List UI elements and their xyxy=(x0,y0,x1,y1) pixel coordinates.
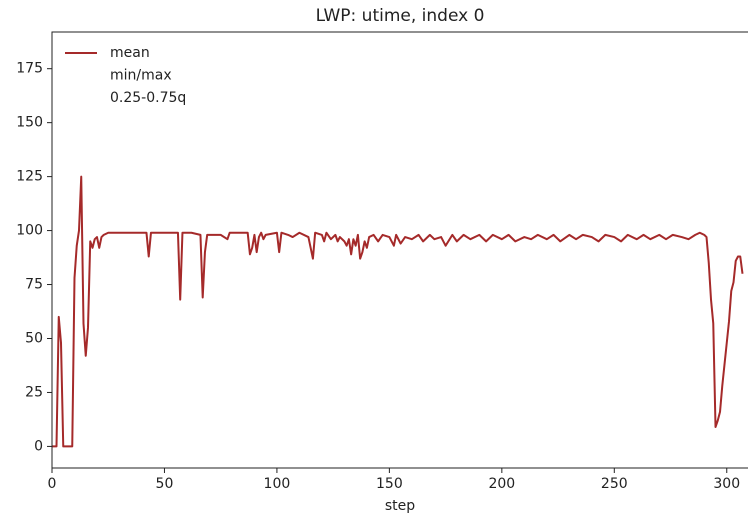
y-tick-label: 125 xyxy=(16,169,43,185)
x-tick-label: 300 xyxy=(713,476,740,492)
y-tick-label: 150 xyxy=(16,115,43,131)
x-tick-label: 100 xyxy=(264,476,291,492)
y-tick-label: 0 xyxy=(34,438,43,454)
legend-label: mean xyxy=(110,45,150,61)
legend-label: 0.25-0.75q xyxy=(110,90,186,106)
legend-label: min/max xyxy=(110,68,172,84)
chart-title: LWP: utime, index 0 xyxy=(316,6,485,26)
y-tick-label: 50 xyxy=(25,330,43,346)
y-tick-label: 25 xyxy=(25,384,43,400)
y-tick-label: 75 xyxy=(25,277,43,293)
x-tick-label: 150 xyxy=(376,476,403,492)
line-series xyxy=(52,175,744,448)
y-tick-label: 175 xyxy=(16,61,43,77)
x-tick-label: 50 xyxy=(156,476,174,492)
x-tick-label: 0 xyxy=(48,476,57,492)
x-tick-label: 250 xyxy=(601,476,628,492)
x-axis-label: step xyxy=(385,498,415,514)
plot-frame xyxy=(51,31,748,469)
x-tick-label: 200 xyxy=(488,476,515,492)
y-tick-label: 100 xyxy=(16,223,43,239)
